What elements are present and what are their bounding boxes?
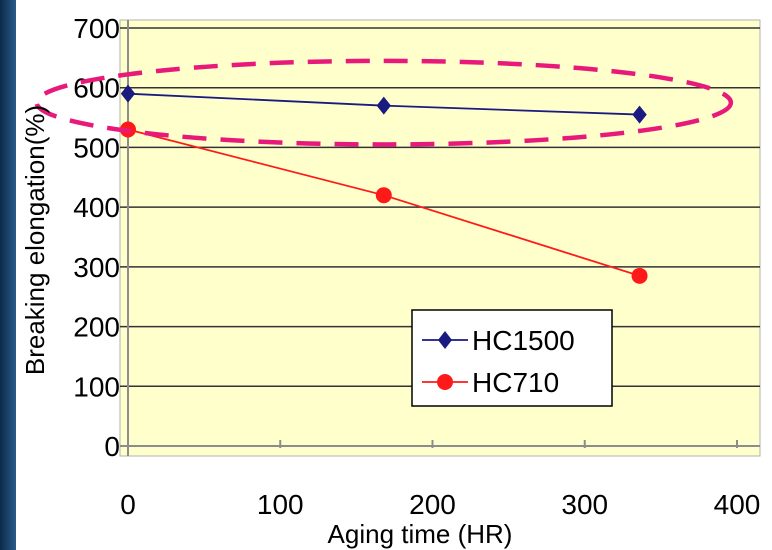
x-tick-label-0: 0: [120, 489, 136, 520]
y-tick-label-100: 100: [73, 371, 120, 402]
annotation-layer: [34, 58, 734, 147]
x-tick-label-200: 200: [409, 489, 456, 520]
legend-box: [411, 309, 613, 407]
data-point-HC710-1: [375, 187, 392, 204]
legend-label-HC1500: HC1500: [472, 325, 575, 356]
x-axis-title: Aging time (HR): [328, 519, 513, 549]
x-tick-label-100: 100: [257, 489, 304, 520]
legend-swatch-marker-HC1500: [438, 331, 452, 349]
legend-swatch-marker-HC710: [437, 374, 453, 390]
y-tick-label-700: 700: [73, 13, 120, 44]
highlight-dashed-ellipse: [34, 58, 734, 147]
series-layer: [120, 84, 648, 284]
legend: HC1500 HC710: [411, 309, 613, 407]
y-tick-label-300: 300: [73, 252, 120, 283]
x-axis-tick-labels: 0 100 200 300 400: [120, 489, 760, 520]
grid-lines: [120, 20, 760, 456]
y-tick-label-200: 200: [73, 312, 120, 343]
y-tick-label-500: 500: [73, 132, 120, 163]
data-point-HC1500-1: [376, 96, 391, 115]
y-tick-label-400: 400: [73, 192, 120, 223]
x-axis-ticks: [127, 440, 738, 448]
y-axis-title: Breaking elongation(%): [20, 105, 50, 375]
left-border-strip: [0, 0, 16, 550]
data-point-HC710-2: [631, 267, 648, 284]
x-tick-label-400: 400: [714, 489, 761, 520]
data-point-HC1500-2: [632, 105, 647, 124]
x-tick-label-300: 300: [561, 489, 608, 520]
y-tick-label-0: 0: [104, 431, 120, 462]
legend-label-HC710: HC710: [472, 367, 559, 398]
data-point-HC1500-0: [120, 84, 136, 103]
